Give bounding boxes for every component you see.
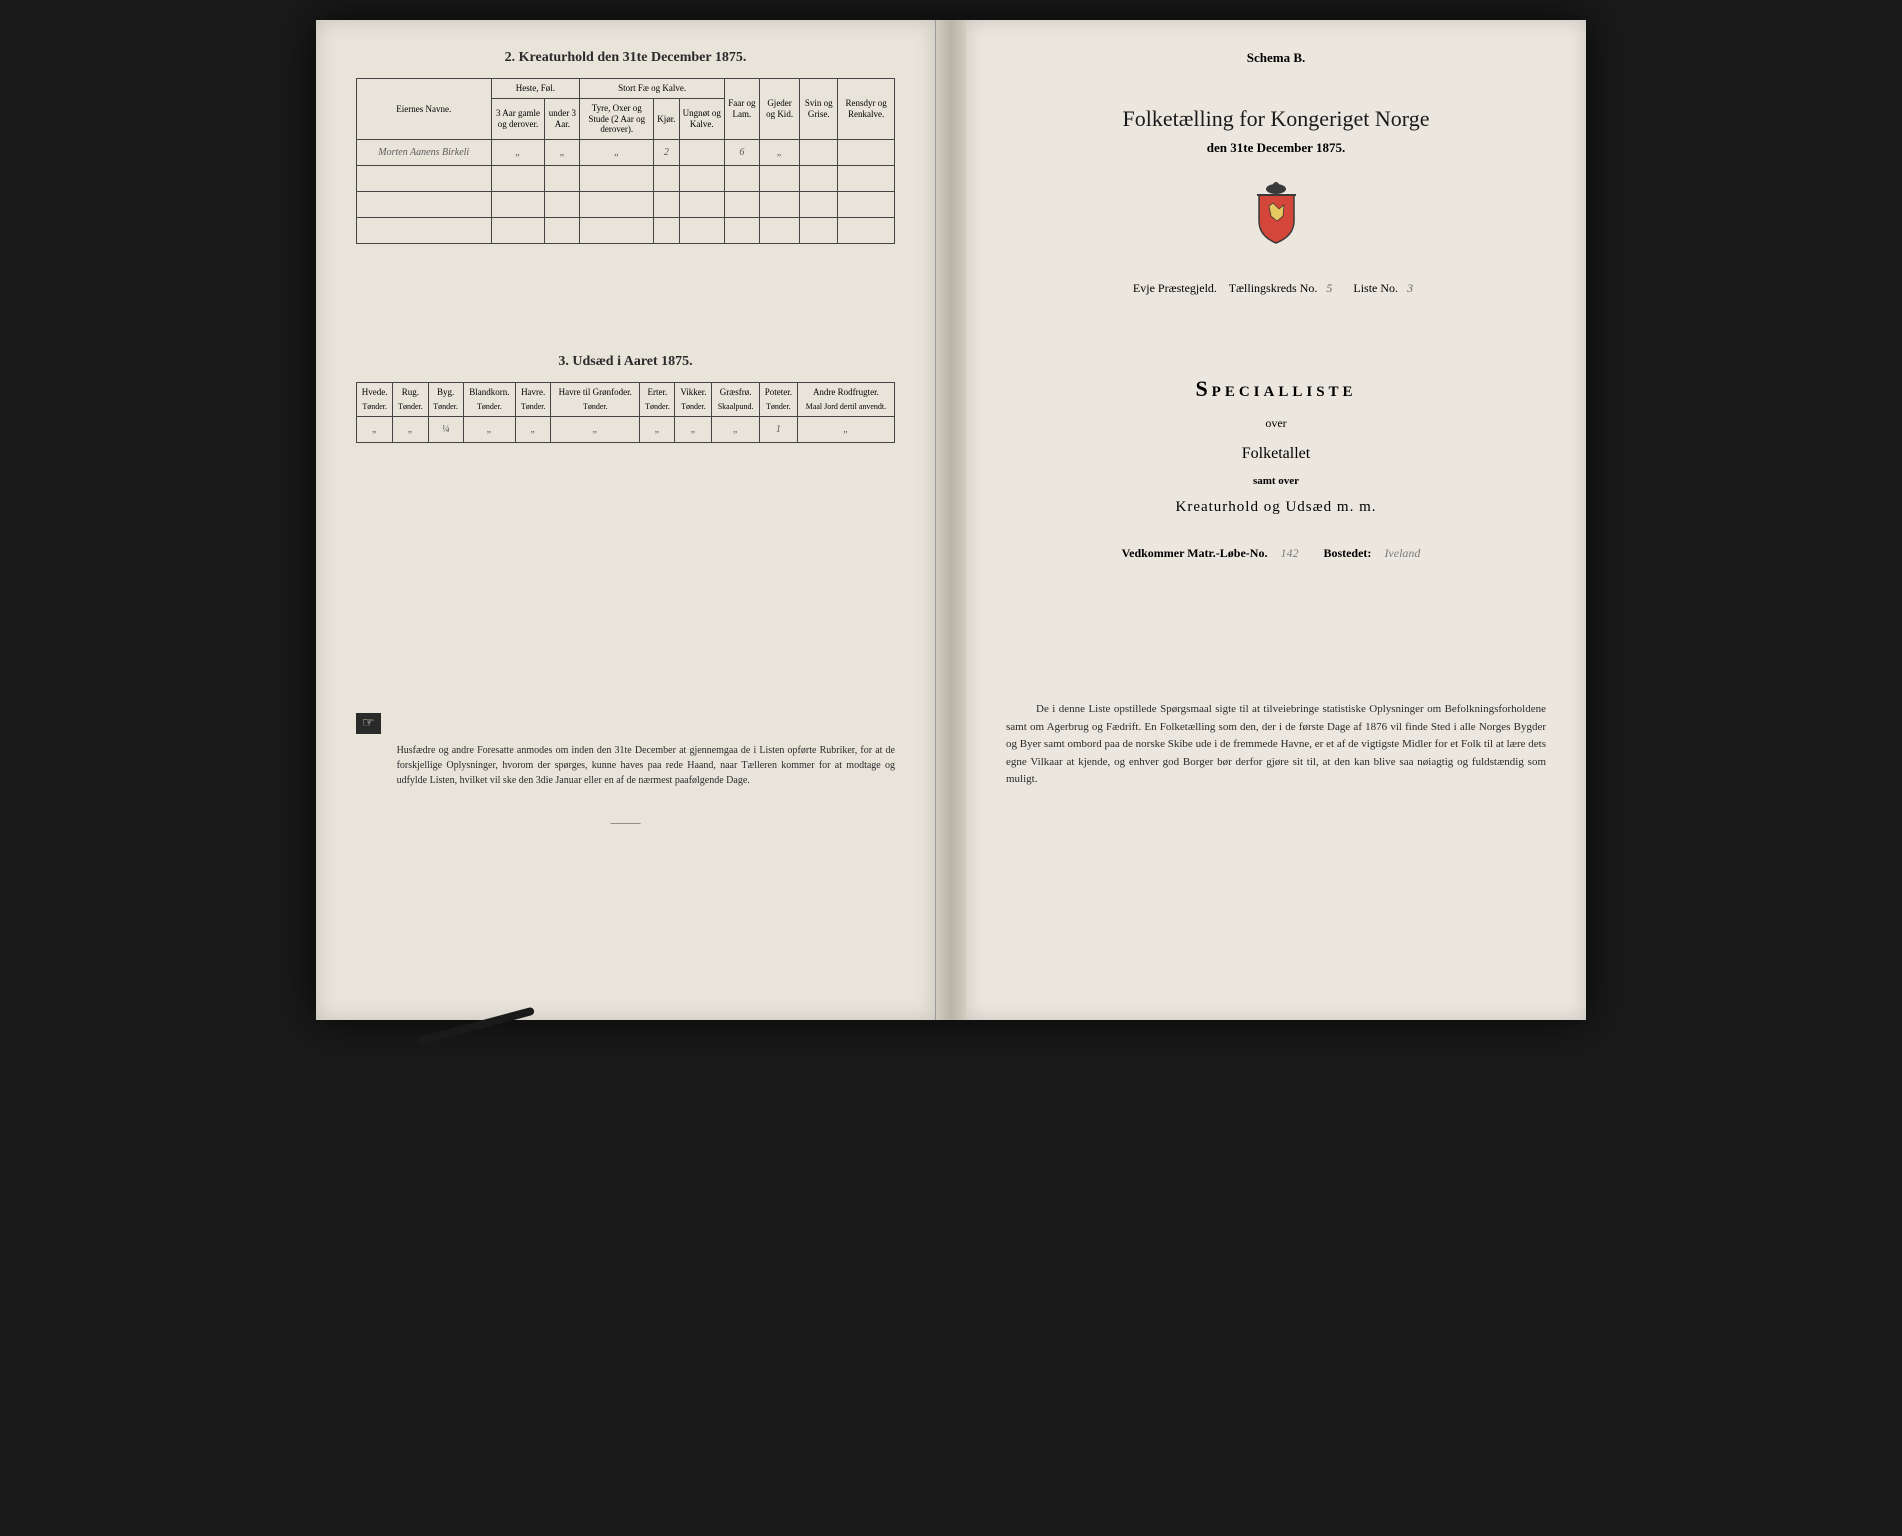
col-hvede: Hvede.Tønder. bbox=[357, 383, 393, 416]
cell: „ bbox=[759, 140, 800, 166]
col-heste-2: under 3 Aar. bbox=[545, 98, 580, 139]
folketallet-label: Folketallet bbox=[1006, 445, 1546, 463]
cell: „ bbox=[491, 140, 545, 166]
col-fae-1: Tyre, Oxer og Stude (2 Aar og derover). bbox=[580, 98, 654, 139]
cell: „ bbox=[393, 416, 428, 442]
footer-note: Husfædre og andre Foresatte anmodes om i… bbox=[397, 743, 895, 788]
matr-line: Vedkommer Matr.-Løbe-No. 142 Bostedet: I… bbox=[1006, 546, 1546, 561]
table-row bbox=[357, 192, 895, 218]
bosted-value: Iveland bbox=[1374, 546, 1430, 560]
col-gjeder: Gjeder og Kid. bbox=[759, 79, 800, 140]
bosted-label: Bostedet: bbox=[1323, 546, 1371, 560]
cell: „ bbox=[797, 416, 894, 442]
bottom-paragraph: De i denne Liste opstillede Spørgsmaal s… bbox=[1006, 701, 1546, 789]
cell: 1 bbox=[759, 416, 797, 442]
liste-label: Liste No. bbox=[1353, 281, 1398, 295]
cell: 2 bbox=[654, 140, 679, 166]
main-title: Folketælling for Kongeriget Norge bbox=[1006, 106, 1546, 132]
cell bbox=[800, 140, 838, 166]
col-erter: Erter.Tønder. bbox=[640, 383, 675, 416]
col-rug: Rug.Tønder. bbox=[393, 383, 428, 416]
tk-value: 5 bbox=[1320, 281, 1338, 295]
col-andre: Andre Rodfrugter.Maal Jord dertil anvend… bbox=[797, 383, 894, 416]
col-ren: Rensdyr og Renkalve. bbox=[838, 79, 895, 140]
page-divider: ——— bbox=[356, 818, 895, 829]
cell bbox=[679, 140, 724, 166]
samt-label: samt over bbox=[1006, 475, 1546, 487]
schema-label: Schema B. bbox=[1006, 50, 1546, 66]
over-label: over bbox=[1006, 416, 1546, 431]
cell: „ bbox=[516, 416, 551, 442]
pointing-hand-icon: ☞ bbox=[356, 713, 381, 734]
cell: „ bbox=[640, 416, 675, 442]
col-byg: Byg.Tønder. bbox=[428, 383, 463, 416]
book-spine bbox=[936, 20, 966, 1020]
col-heste-1: 3 Aar gamle og derover. bbox=[491, 98, 545, 139]
cell: „ bbox=[357, 416, 393, 442]
cell bbox=[838, 140, 895, 166]
col-fae-group: Stort Fæ og Kalve. bbox=[580, 79, 725, 99]
col-fae-2: Kjør. bbox=[654, 98, 679, 139]
col-vikker: Vikker.Tønder. bbox=[675, 383, 712, 416]
parish-prefix: Evje Præstegjeld. bbox=[1133, 281, 1217, 295]
col-havre-gr: Havre til Grønfoder.Tønder. bbox=[551, 383, 640, 416]
kreaturhold-table: Eiernes Navne. Heste, Føl. Stort Fæ og K… bbox=[356, 78, 895, 244]
coat-of-arms-icon bbox=[1006, 181, 1546, 251]
col-owner: Eiernes Navne. bbox=[357, 79, 492, 140]
left-page: 2. Kreaturhold den 31te December 1875. E… bbox=[316, 20, 936, 1020]
udsaed-table: Hvede.Tønder. Rug.Tønder. Byg.Tønder. Bl… bbox=[356, 382, 895, 442]
cell: „ bbox=[463, 416, 515, 442]
cell: ¼ bbox=[428, 416, 463, 442]
cell: „ bbox=[712, 416, 759, 442]
col-graes: Græsfrø.Skaalpund. bbox=[712, 383, 759, 416]
table-row bbox=[357, 166, 895, 192]
parish-field-line: Evje Præstegjeld. Tællingskreds No. 5 Li… bbox=[1006, 281, 1546, 296]
matr-value: 142 bbox=[1270, 546, 1308, 560]
table-row bbox=[357, 218, 895, 244]
table-row: Morten Aanens Birkeli „ „ „ 2 6 „ bbox=[357, 140, 895, 166]
col-faar: Faar og Lam. bbox=[725, 79, 760, 140]
specialliste-title: Specialliste bbox=[1006, 376, 1546, 402]
tk-label: Tællingskreds No. bbox=[1229, 281, 1318, 295]
col-fae-3: Ungnøt og Kalve. bbox=[679, 98, 724, 139]
cell-owner: Morten Aanens Birkeli bbox=[357, 140, 492, 166]
right-page: Schema B. Folketælling for Kongeriget No… bbox=[966, 20, 1586, 1020]
section-3-title: 3. Udsæd i Aaret 1875. bbox=[356, 354, 895, 370]
kreaturhold-label: Kreaturhold og Udsæd m. m. bbox=[1006, 499, 1546, 516]
cell: „ bbox=[675, 416, 712, 442]
col-havre: Havre.Tønder. bbox=[516, 383, 551, 416]
section-2-title: 2. Kreaturhold den 31te December 1875. bbox=[356, 50, 895, 66]
col-blandkorn: Blandkorn.Tønder. bbox=[463, 383, 515, 416]
cell: 6 bbox=[725, 140, 760, 166]
table-row: „ „ ¼ „ „ „ „ „ „ 1 „ bbox=[357, 416, 895, 442]
cell: „ bbox=[551, 416, 640, 442]
footer-note-wrap: ☞ Husfædre og andre Foresatte anmodes om… bbox=[356, 713, 895, 788]
col-poteter: Poteter.Tønder. bbox=[759, 383, 797, 416]
cell: „ bbox=[545, 140, 580, 166]
sub-date: den 31te December 1875. bbox=[1006, 140, 1546, 156]
book-spread: 2. Kreaturhold den 31te December 1875. E… bbox=[316, 20, 1586, 1020]
matr-label: Vedkommer Matr.-Løbe-No. bbox=[1122, 546, 1268, 560]
pen-object bbox=[417, 1007, 535, 1046]
cell: „ bbox=[580, 140, 654, 166]
col-svin: Svin og Grise. bbox=[800, 79, 838, 140]
col-heste-group: Heste, Føl. bbox=[491, 79, 580, 99]
liste-value: 3 bbox=[1401, 281, 1419, 295]
